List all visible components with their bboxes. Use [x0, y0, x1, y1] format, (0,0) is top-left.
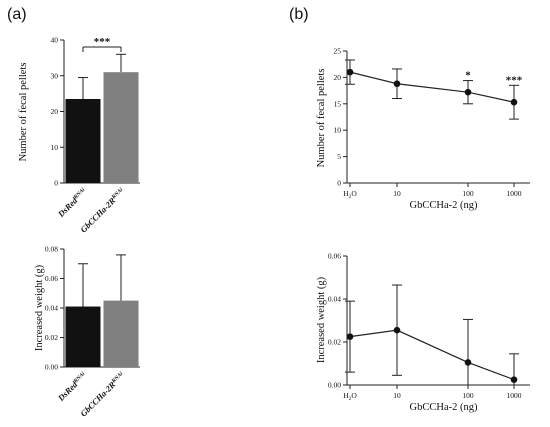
- y-tick-label: 0.06: [45, 274, 58, 283]
- y-tick-label: 0.00: [45, 363, 58, 372]
- chart-b1: 0 5 10 15 20 25 Number of fecal pellets H2O 10 10…: [316, 47, 530, 211]
- chart-a2: 0.00 0.02 0.04 0.06 0.08 Increased weight (g)…: [34, 245, 140, 419]
- y-tick-label: 5: [337, 152, 341, 161]
- x-tick-label: 100: [462, 189, 474, 198]
- bar: [65, 306, 101, 367]
- data-point: [510, 98, 518, 106]
- chart-b2: 0.00 0.02 0.04 0.06 Increased weight (g) H2O 1…: [316, 252, 530, 413]
- y-tick-label: 0: [337, 179, 341, 188]
- data-point: [393, 80, 401, 88]
- chart-a1: 0 10 20 30 40 Number of fecal pellets DsRedRNA…: [18, 36, 140, 235]
- series-line: [349, 329, 515, 381]
- x-axis-label: GbCCHa-2 (ng): [410, 200, 478, 211]
- data-point: [346, 333, 354, 340]
- y-tick-label: 0: [54, 179, 58, 188]
- significance-marker: ***: [506, 74, 523, 86]
- y-tick-label: 0.08: [45, 245, 58, 254]
- y-tick-label: 0.02: [45, 333, 58, 342]
- y-tick-label: 20: [334, 73, 342, 82]
- y-tick-label: 0.02: [328, 338, 341, 347]
- y-tick-label: 20: [51, 107, 59, 116]
- data-point: [510, 376, 518, 383]
- bar: [103, 72, 139, 183]
- data-point: [464, 88, 472, 96]
- x-tick-label: 1000: [507, 391, 522, 400]
- data-point: [464, 359, 472, 366]
- y-tick-label: 0.00: [328, 381, 341, 390]
- bar: [65, 98, 101, 183]
- y-tick-label: 10: [51, 143, 59, 152]
- x-tick-label: DsRedRNAi: [55, 370, 89, 404]
- series-line: [349, 71, 515, 103]
- x-tick-label: H2O: [343, 189, 357, 200]
- significance-marker: ***: [94, 36, 111, 48]
- panel-label-b: (b): [289, 6, 309, 23]
- x-tick-label: GbCCHa-2RRNAi: [78, 186, 127, 235]
- y-axis-label: Increased weight (g): [316, 276, 327, 363]
- data-point: [393, 326, 401, 334]
- data-point: [346, 68, 354, 76]
- x-tick-label: DsRedRNAi: [55, 186, 89, 220]
- y-axis-label: Increased weight (g): [34, 264, 45, 351]
- y-tick-label: 0.06: [328, 252, 341, 261]
- x-tick-label: 10: [393, 189, 401, 198]
- y-tick-label: 40: [51, 36, 59, 45]
- y-axis-label: Number of fecal pellets: [316, 69, 327, 168]
- x-tick-label: 1000: [507, 189, 522, 198]
- x-axis-label: GbCCHa-2 (ng): [410, 402, 478, 413]
- significance-marker: *: [465, 70, 471, 82]
- x-tick-label: 10: [393, 391, 401, 400]
- y-tick-label: 15: [334, 99, 342, 108]
- y-tick-label: 10: [334, 126, 342, 135]
- y-axis-label: Number of fecal pellets: [18, 63, 29, 162]
- x-tick-label: 100: [462, 391, 474, 400]
- y-tick-label: 30: [51, 71, 59, 80]
- y-tick-label: 0.04: [45, 304, 58, 313]
- panel-label-a: (a): [7, 6, 27, 23]
- y-tick-label: 25: [334, 47, 342, 56]
- bar: [103, 300, 139, 367]
- y-tick-label: 0.04: [328, 295, 341, 304]
- x-tick-label: H2O: [343, 391, 357, 402]
- x-tick-label: GbCCHa-2RRNAi: [78, 370, 127, 419]
